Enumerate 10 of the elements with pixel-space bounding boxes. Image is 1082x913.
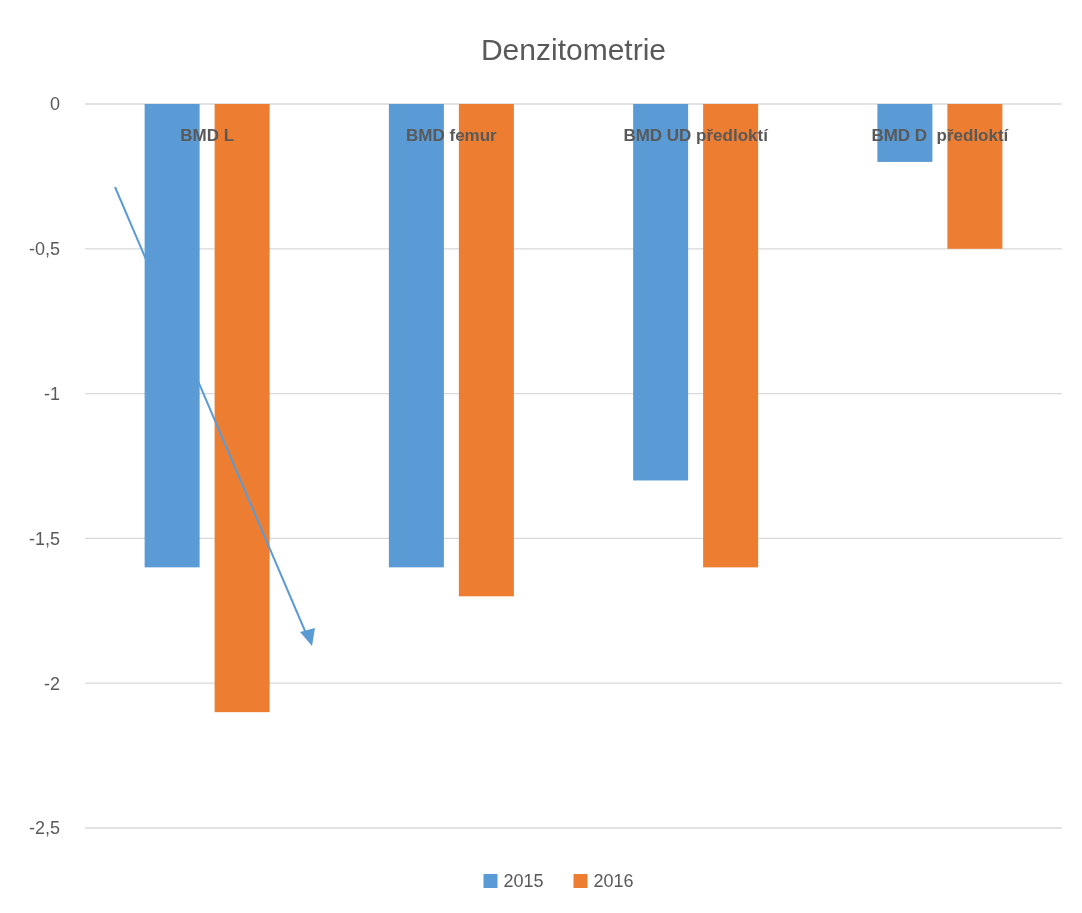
y-tick-label: 0	[49, 94, 60, 115]
chart-title: Denzitometrie	[480, 33, 667, 66]
y-tick-label: -1	[43, 383, 60, 404]
legend-label: 2016	[593, 871, 634, 892]
y-tick-label: -2	[43, 673, 60, 694]
y-tick-label: -2,5	[28, 818, 60, 839]
x-tick-label: BMD L	[180, 125, 235, 145]
y-tick-label: -0,5	[28, 239, 60, 260]
legend-label: 2015	[503, 871, 544, 892]
y-tick-label: -1,5	[28, 528, 60, 549]
